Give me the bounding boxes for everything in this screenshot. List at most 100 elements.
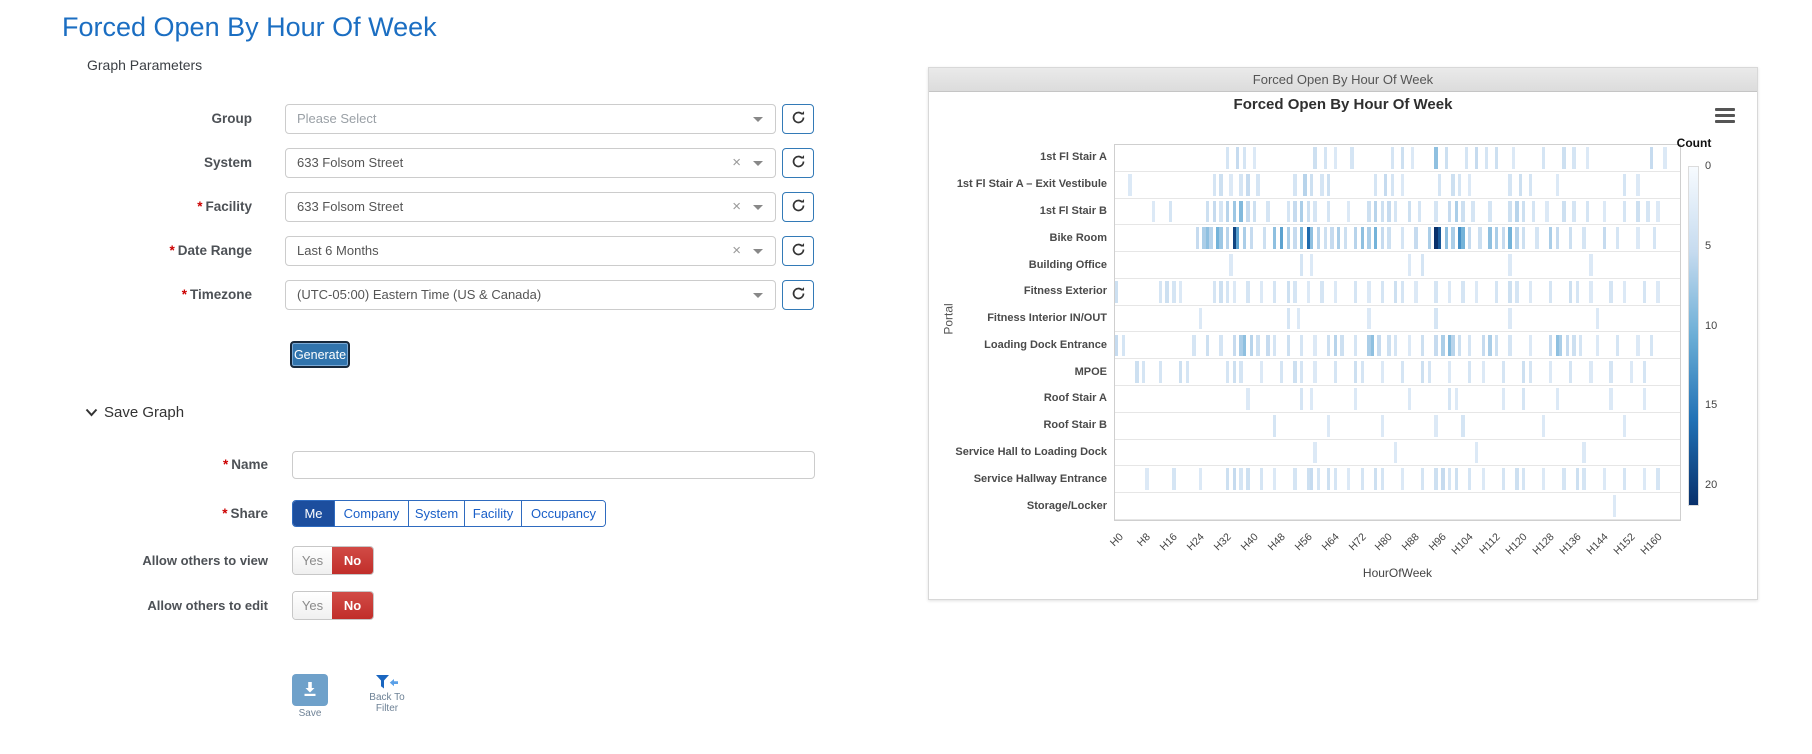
heatmap-mark [1225,227,1230,250]
facility-select[interactable]: 633 Folsom Street × [285,192,776,222]
heatmap-mark [1313,361,1317,384]
heatmap-mark [1478,227,1482,250]
heatmap-mark [1232,200,1237,223]
heatmap-mark [1495,227,1499,250]
heatmap-mark [1232,334,1237,357]
save-graph-toggle[interactable]: Save Graph [85,404,184,421]
chart-menu-icon[interactable] [1715,108,1735,123]
heatmap-mark [1569,227,1573,250]
back-to-filter-button[interactable] [372,674,402,694]
heatmap-mark [1468,227,1472,250]
heatmap-mark [1306,468,1311,491]
facility-refresh-button[interactable] [782,192,814,222]
heatmap-mark [1242,227,1247,250]
timezone-select[interactable]: (UTC-05:00) Eastern Time (US & Canada) [285,280,776,310]
heatmap-mark [1353,280,1358,303]
heatmap-mark [1434,227,1438,250]
heatmap-mark [1454,468,1459,491]
heatmap-mark [1629,361,1633,384]
heatmap-mark [1575,468,1580,491]
timezone-refresh-button[interactable] [782,280,814,310]
share-option-occupancy[interactable]: Occupancy [522,501,605,526]
heatmap-row [1115,306,1680,333]
heatmap-mark [1427,227,1432,250]
allow-view-no[interactable]: No [332,547,373,574]
heatmap-mark [1582,468,1586,491]
colorbar-tick-label: 10 [1705,319,1718,332]
heatmap-mark [1229,173,1233,196]
heatmap-mark [1474,441,1479,464]
heatmap-mark [1400,227,1405,250]
heatmap-mark [1367,227,1371,250]
portal-label: Service Hallway Entrance [973,472,1107,485]
heatmap-mark [1273,468,1277,491]
heatmap-mark [1521,468,1526,491]
clear-icon[interactable]: × [732,242,741,259]
allow-view-yes[interactable]: Yes [293,547,332,574]
heatmap-mark [1447,388,1452,410]
heatmap-mark [1518,173,1522,196]
heatmap-mark [1427,361,1432,384]
back-to-filter-caption: Back To Filter [369,692,405,714]
group-select[interactable]: Please Select [285,104,776,134]
share-button-group: Me Company System Facility Occupancy [292,500,606,527]
share-option-company[interactable]: Company [335,501,409,526]
heatmap-mark [1326,334,1331,357]
heatmap-mark [1326,173,1331,196]
allow-edit-yes[interactable]: Yes [293,592,332,619]
share-option-facility[interactable]: Facility [465,501,522,526]
share-option-system[interactable]: System [409,501,465,526]
heatmap-plot [1114,144,1681,521]
system-select[interactable]: 633 Folsom Street × [285,148,776,178]
colorbar-tick-label: 15 [1705,399,1718,412]
heatmap-mark [1508,334,1512,357]
heatmap-mark [1390,173,1395,196]
heatmap-mark [1481,334,1485,357]
heatmap-mark [1353,388,1358,410]
heatmap-mark [1434,414,1438,437]
heatmap-row [1115,279,1680,306]
name-input[interactable] [292,451,815,479]
heatmap-mark [1219,280,1223,303]
system-refresh-button[interactable] [782,148,814,178]
heatmap-mark [1468,361,1472,384]
heatmap-mark [1313,200,1317,223]
chevron-down-icon [85,404,98,421]
heatmap-mark [1569,361,1573,384]
heatmap-mark [1609,388,1613,410]
date-range-refresh-button[interactable] [782,236,814,266]
x-tick-label: H8 [1135,531,1154,549]
heatmap-mark [1293,200,1297,223]
heatmap-mark [1310,254,1314,276]
heatmap-mark [1447,468,1452,491]
heatmap-mark [1326,414,1331,437]
allow-edit-no[interactable]: No [332,592,373,619]
heatmap-mark [1521,388,1526,410]
chart-title: Forced Open By Hour Of Week [1233,96,1453,113]
heatmap-mark [1548,280,1553,303]
share-option-me[interactable]: Me [293,501,335,526]
heatmap-mark [1293,468,1297,491]
group-refresh-button[interactable] [782,104,814,134]
date-range-select[interactable]: Last 6 Months × [285,236,776,266]
save-button[interactable] [292,674,328,706]
heatmap-mark [1158,280,1163,303]
heatmap-mark [1225,468,1230,491]
heatmap-mark [1461,414,1465,437]
clear-icon[interactable]: × [732,154,741,171]
heatmap-mark [1458,227,1462,250]
generate-button[interactable]: Generate [290,341,350,368]
heatmap-mark [1242,334,1247,357]
heatmap-mark [1296,307,1300,330]
clear-icon[interactable]: × [732,198,741,215]
heatmap-mark [1394,441,1398,464]
heatmap-mark [1229,254,1233,276]
heatmap-mark [1622,173,1627,196]
heatmap-mark [1589,254,1593,276]
heatmap-mark [1421,254,1425,276]
heatmap-mark [1595,307,1600,330]
heatmap-mark [1353,334,1358,357]
heatmap-mark [1377,334,1381,357]
heatmap-mark [1461,227,1465,250]
heatmap-mark [1454,388,1459,410]
